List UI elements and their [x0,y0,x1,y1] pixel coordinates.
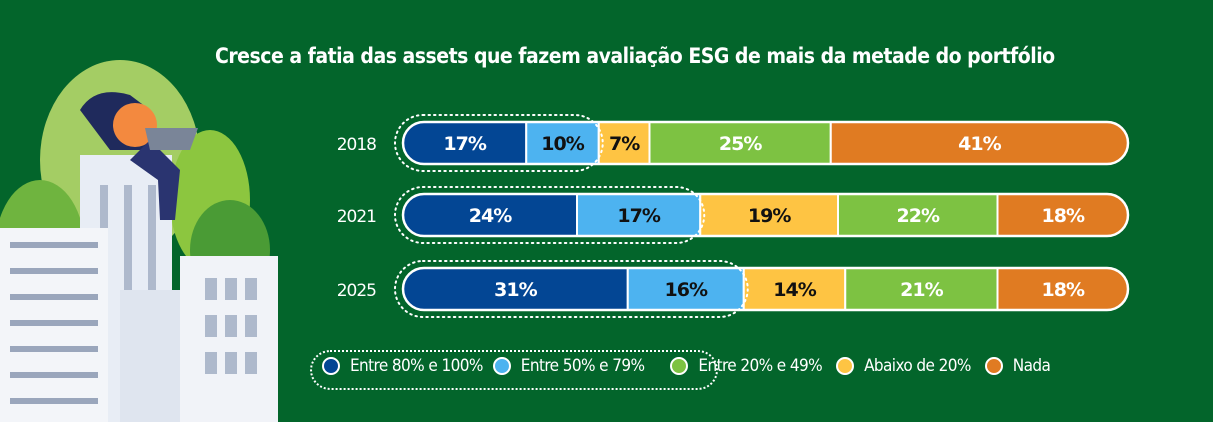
bar-row [403,122,1128,164]
data-label: 10% [541,133,584,155]
legend-swatch-icon [492,357,511,375]
illustration-person-on-buildings [0,60,278,422]
data-label: 17% [617,205,660,227]
legend-swatch-icon [836,357,855,375]
data-label: 16% [665,279,708,301]
bar-segment [648,122,832,164]
bar-segment [525,122,600,164]
bar-outline [401,266,1130,312]
highlight-outline [394,114,604,172]
legend-label: Entre 50% e 79% [520,356,645,376]
bar-segment [837,194,999,236]
legend-label: Nada [1012,356,1051,376]
chart-title: Cresce a fatia das assets que fazem aval… [215,44,1055,68]
legend-item: Entre 20% e 49% [670,356,823,376]
data-label: 7% [609,133,640,155]
legend: Entre 80% e 100% Entre 50% e 79% Entre 20%… [310,356,1064,376]
data-label: 18% [1042,205,1085,227]
data-label: 14% [773,279,816,301]
legend-swatch-icon [670,357,689,375]
bar-segment [996,194,1128,236]
year-label: 2018 [337,135,376,155]
bar-segment [403,194,578,236]
highlight-outline [394,186,706,244]
bar-segment [597,122,651,164]
year-label: 2021 [337,207,376,227]
legend-item: Abaixo de 20% [836,356,971,376]
bar-row [403,194,1128,236]
data-label: 22% [897,205,940,227]
bar-segment [996,268,1128,310]
bar-outline [401,192,1130,238]
legend-item: Nada [984,356,1051,376]
data-label: 19% [748,205,791,227]
data-label: 17% [443,133,486,155]
legend-label: Abaixo de 20% [864,356,971,376]
legend-swatch-icon [322,357,340,375]
highlight-outline [394,260,749,318]
bar-segment [844,268,999,310]
legend-item: Entre 80% e 100% [322,356,483,376]
bar-segment [829,122,1128,164]
legend-label: Entre 20% e 49% [698,356,823,376]
legend-label: Entre 80% e 100% [350,356,483,376]
legend-item: Entre 50% e 79% [492,356,645,376]
bar-segment [626,268,745,310]
bar-row [403,268,1128,310]
year-label: 2025 [337,281,376,301]
bar-outline [401,120,1130,166]
legend-swatch-icon [984,357,1003,375]
data-label: 41% [958,133,1001,155]
data-label: 18% [1042,279,1085,301]
data-label: 31% [494,279,537,301]
data-label: 24% [469,205,512,227]
legend-highlight-outline [310,350,718,390]
bar-segment [742,268,847,310]
data-label: 25% [719,133,762,155]
data-label: 21% [900,279,943,301]
